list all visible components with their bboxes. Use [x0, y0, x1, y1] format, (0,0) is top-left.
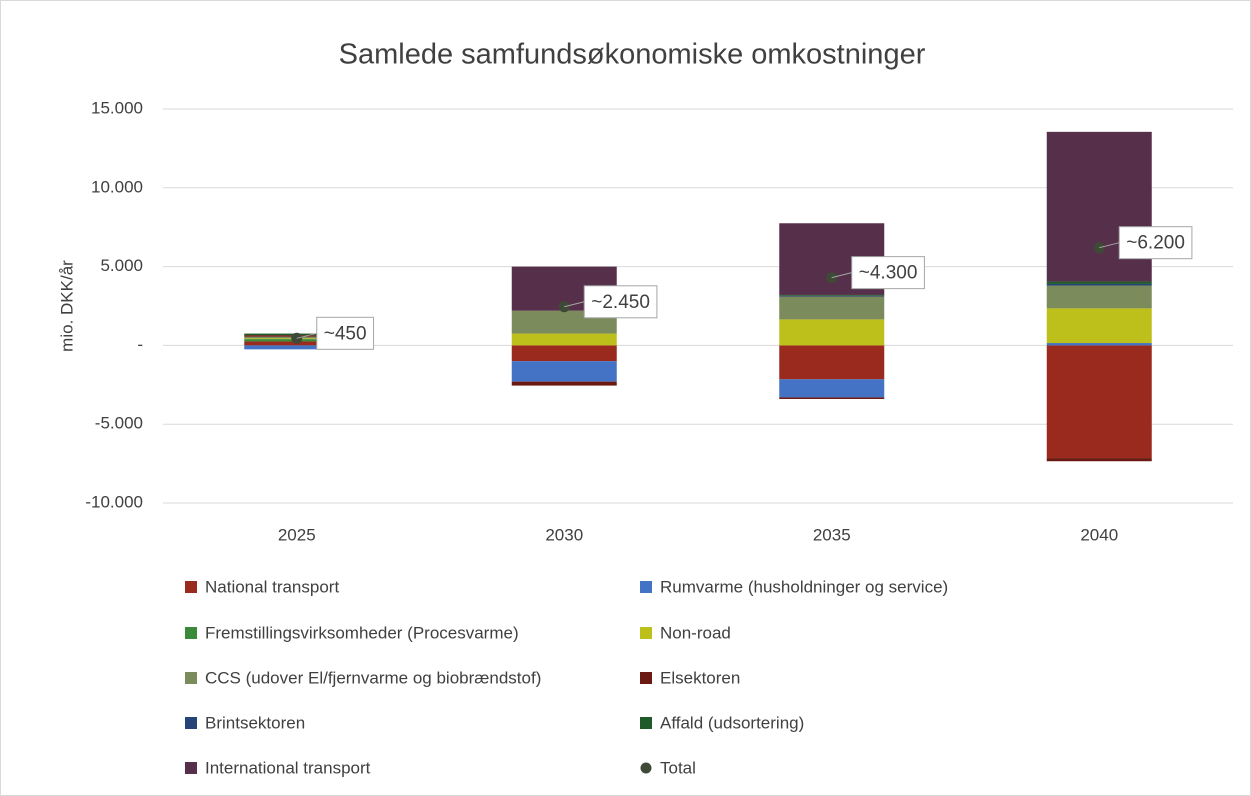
bar-segment: [779, 345, 885, 380]
legend-swatch: [185, 581, 197, 593]
bar-segment: [511, 381, 617, 386]
legend-label: Fremstillingsvirksomheder (Procesvarme): [205, 623, 519, 642]
legend-label: Brintsektoren: [205, 713, 305, 732]
bar-segment: [1046, 345, 1152, 459]
bar-segment: [511, 333, 617, 346]
label-leader: [1099, 242, 1120, 249]
label-box: [583, 285, 658, 319]
legend-label: Elsektoren: [660, 668, 740, 687]
x-tick-label: 2025: [278, 525, 316, 544]
x-tick-label: 2035: [813, 525, 851, 544]
legend-swatch: [640, 581, 652, 593]
y-tick-label: 15.000: [91, 98, 143, 117]
y-tick-label: -: [137, 335, 143, 354]
legend-swatch: [185, 717, 197, 729]
legend-swatch: [640, 717, 652, 729]
data-label: ~6.200: [1126, 233, 1185, 254]
legend-swatch: [640, 762, 652, 774]
bar-segment: [779, 295, 885, 297]
y-axis-label: mio. DKK/år: [57, 260, 76, 352]
legend-label: Total: [660, 758, 696, 777]
bar-segment: [1046, 283, 1152, 286]
label-leader: [564, 301, 585, 308]
bar-segment: [779, 397, 885, 399]
bar-segment: [779, 296, 885, 320]
y-tick-label: -5.000: [95, 414, 143, 433]
chart-title: Samlede samfundsøkonomiske omkostninger: [339, 39, 926, 71]
label-box: [316, 316, 375, 350]
data-label: ~4.300: [859, 263, 918, 284]
bar-segment: [1046, 458, 1152, 462]
label-box: [1118, 226, 1193, 260]
bar-segment: [1046, 308, 1152, 344]
y-tick-label: -10.000: [85, 492, 143, 511]
legend-label: National transport: [205, 577, 339, 596]
bar-segment: [1046, 343, 1152, 346]
bar-segment: [779, 294, 885, 296]
label-leader: [296, 332, 317, 339]
legend-swatch: [640, 672, 652, 684]
y-tick-label: 5.000: [100, 256, 143, 275]
bar-segment: [1046, 285, 1152, 309]
data-label: ~450: [324, 323, 367, 344]
x-tick-label: 2030: [545, 525, 583, 544]
y-tick-label: 10.000: [91, 177, 143, 196]
legend-label: Rumvarme (husholdninger og service): [660, 577, 948, 596]
legend-swatch: [185, 762, 197, 774]
legend-swatch: [185, 627, 197, 639]
bar-segment: [779, 319, 885, 346]
bar-segment: [511, 345, 617, 362]
x-tick-label: 2040: [1080, 525, 1118, 544]
data-label: ~2.450: [591, 292, 650, 313]
legend-swatch: [185, 672, 197, 684]
legend-label: Non-road: [660, 623, 731, 642]
legend-swatch: [640, 627, 652, 639]
bar-segment: [244, 345, 350, 350]
bar-segment: [779, 379, 885, 398]
bar-segment: [511, 361, 617, 382]
legend-label: CCS (udover El/fjernvarme og biobrændsto…: [205, 668, 541, 687]
legend-label: International transport: [205, 758, 371, 777]
label-box: [851, 256, 925, 290]
label-leader: [831, 272, 852, 279]
legend-label: Affald (udsortering): [660, 713, 804, 732]
bar-segment: [1046, 281, 1152, 284]
